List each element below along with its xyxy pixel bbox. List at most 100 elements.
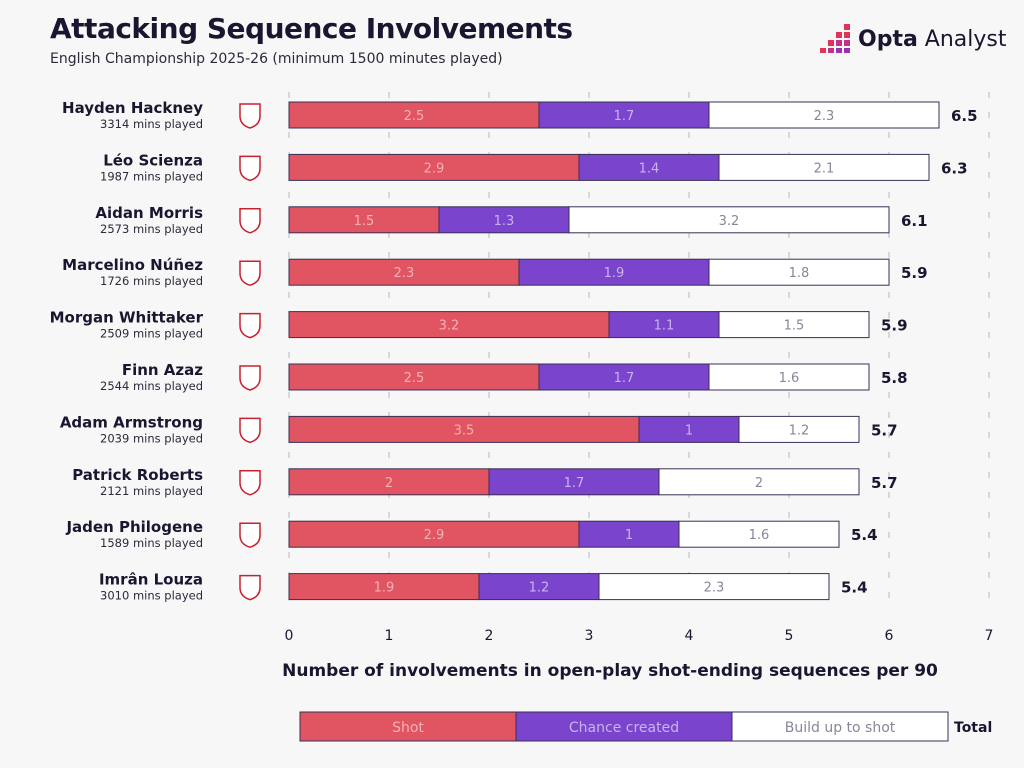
minutes-played: 2509 mins played (100, 327, 203, 341)
bar-build-up (678, 520, 840, 548)
total-label: 5.9 (901, 264, 928, 282)
logo-text: Opta Analyst (858, 26, 1007, 52)
bar-value-label: 1.7 (564, 476, 585, 491)
minutes-played: 3314 mins played (100, 117, 203, 131)
total-label: 6.1 (901, 212, 928, 230)
player-name: Patrick Roberts (72, 466, 203, 484)
watford-crest-icon (239, 574, 261, 601)
bar-build-up (708, 258, 890, 286)
bar-build-up (738, 415, 860, 443)
bar-chance-created (608, 311, 720, 339)
total-label: 5.7 (871, 421, 898, 439)
bar-value-label: 1.5 (354, 214, 375, 229)
player-name: Léo Scienza (103, 151, 203, 169)
x-tick-label: 7 (985, 628, 994, 644)
legend-swatch (515, 711, 733, 742)
bar-value-label: 2.3 (704, 581, 725, 596)
bar-value-label: 1.5 (784, 319, 805, 334)
minutes-played: 3010 mins played (100, 589, 203, 603)
minutes-played: 2544 mins played (100, 379, 203, 393)
bar-build-up (718, 311, 870, 339)
total-label: 6.5 (951, 107, 978, 125)
bar-chance-created (488, 468, 660, 496)
legend-label: Shot (392, 720, 424, 736)
player-name: Morgan Whittaker (50, 309, 204, 327)
x-tick-label: 4 (685, 628, 694, 644)
bar-chance-created (538, 363, 710, 391)
bar-build-up (708, 363, 870, 391)
opta-analyst-logo: Opta Analyst (820, 24, 1007, 54)
bar-chance-created (578, 153, 720, 181)
bar-value-label: 2.3 (394, 266, 415, 281)
bar-value-label: 1.7 (614, 371, 635, 386)
legend-swatch (731, 711, 949, 742)
opta-logo-icon (820, 24, 850, 53)
player-name: Imrân Louza (99, 571, 203, 589)
bar-build-up (658, 468, 860, 496)
southampton-crest-icon (239, 365, 261, 391)
x-tick-label: 5 (785, 628, 794, 644)
x-axis-label: Number of involvements in open-play shot… (282, 661, 938, 681)
legend-label: Chance created (569, 720, 679, 736)
bar-value-label: 2.1 (814, 161, 835, 176)
bar-build-up (598, 573, 830, 601)
player-name: Hayden Hackney (62, 99, 203, 117)
bar-chance-created (638, 415, 740, 443)
bar-value-label: 1.9 (374, 581, 395, 596)
minutes-played: 2121 mins played (100, 484, 203, 498)
player-name: Jaden Philogene (65, 518, 203, 536)
bar-value-label: 1.7 (614, 109, 635, 124)
bar-shot (288, 468, 490, 496)
x-tick-label: 3 (585, 628, 594, 644)
bar-shot (288, 520, 580, 548)
minutes-played: 1589 mins played (100, 536, 203, 550)
bar-value-label: 1.2 (789, 423, 810, 438)
middlesbrough-crest-icon (239, 208, 261, 234)
minutes-played: 1987 mins played (100, 169, 203, 183)
bar-value-label: 1.9 (604, 266, 625, 281)
total-label: 5.9 (881, 317, 908, 335)
chart-title: Attacking Sequence Involvements (50, 12, 573, 45)
bar-shot (288, 573, 480, 601)
bar-value-label: 1.4 (639, 161, 660, 176)
bar-build-up (718, 153, 930, 181)
middlesbrough-crest-icon (239, 103, 261, 129)
x-tick-label: 0 (285, 628, 294, 644)
bar-value-label: 1 (625, 528, 633, 543)
total-label: 5.4 (841, 579, 868, 597)
bar-value-label: 2.5 (404, 109, 425, 124)
bar-value-label: 1.2 (529, 581, 550, 596)
total-label: 6.3 (941, 159, 968, 177)
x-tick-label: 6 (885, 628, 894, 644)
bar-shot (288, 311, 610, 339)
bar-shot (288, 363, 540, 391)
minutes-played: 2039 mins played (100, 431, 203, 445)
total-label: 5.8 (881, 369, 908, 387)
southampton-crest-icon (239, 417, 261, 444)
bar-shot (288, 206, 440, 234)
bar-chance-created (518, 258, 710, 286)
bar-value-label: 1.6 (779, 371, 800, 386)
player-name: Adam Armstrong (60, 413, 203, 431)
ipswich-crest-icon (239, 260, 261, 286)
bar-chance-created (478, 573, 600, 601)
bar-value-label: 3.2 (719, 214, 740, 229)
player-name: Aidan Morris (95, 204, 203, 222)
bar-value-label: 1.8 (789, 266, 810, 281)
bar-value-label: 1.1 (654, 319, 675, 334)
bar-build-up (568, 206, 890, 234)
player-name: Finn Azaz (122, 361, 203, 379)
bar-chance-created (578, 520, 680, 548)
bar-value-label: 2.9 (424, 161, 445, 176)
bar-value-label: 2.3 (814, 109, 835, 124)
bar-value-label: 1.6 (749, 528, 770, 543)
bar-value-label: 2 (385, 476, 393, 491)
bar-value-label: 2 (755, 476, 763, 491)
chart-subtitle: English Championship 2025-26 (minimum 15… (50, 51, 503, 67)
x-tick-label: 1 (385, 628, 394, 644)
bar-value-label: 2.9 (424, 528, 445, 543)
southampton-crest-icon (239, 155, 261, 182)
legend-swatch (299, 711, 517, 742)
